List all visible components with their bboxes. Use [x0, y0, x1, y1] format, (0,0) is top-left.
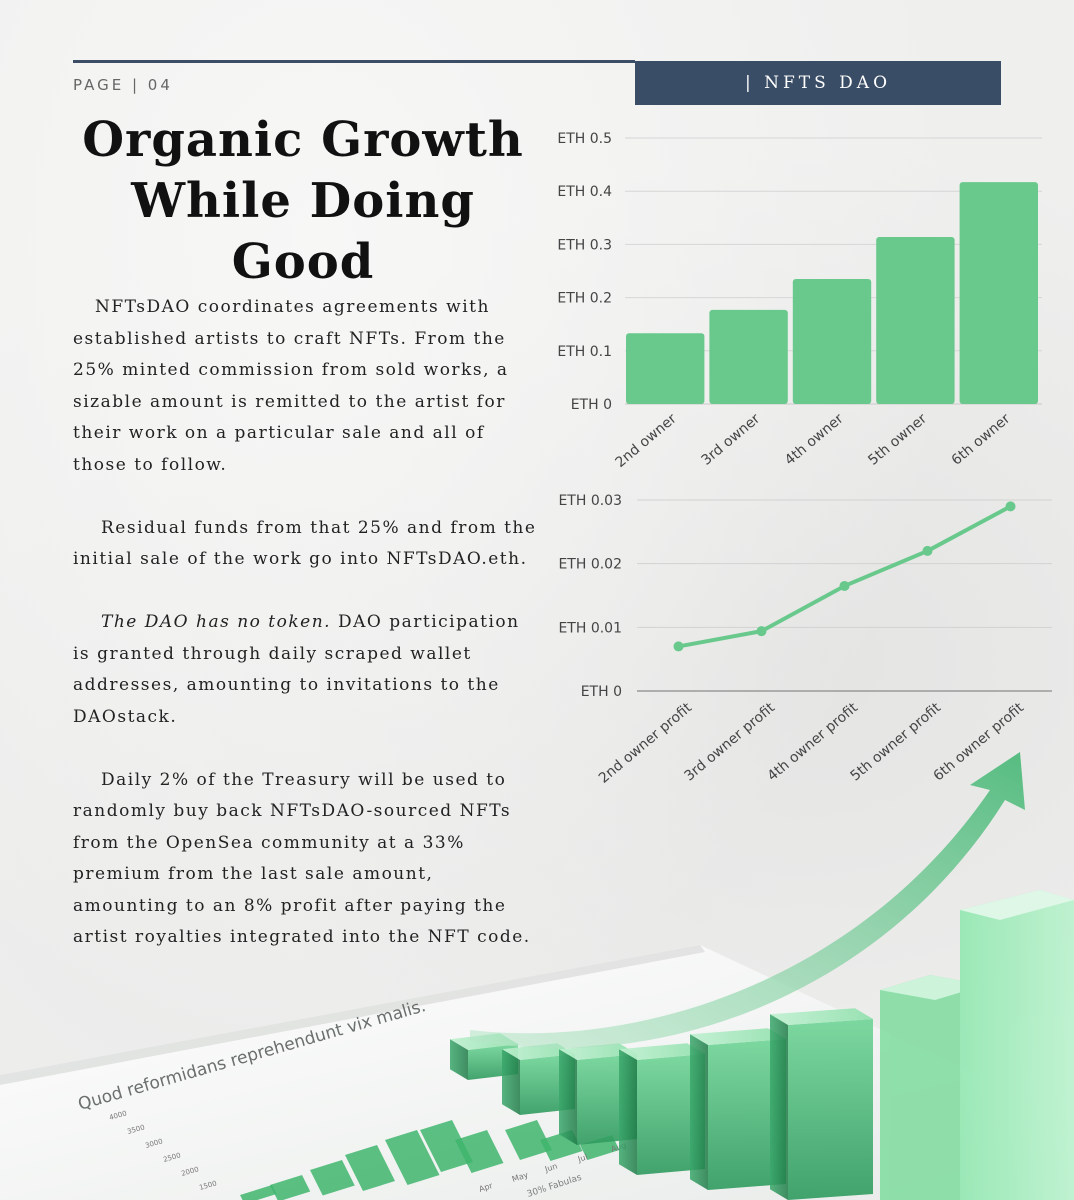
- bar-chart-bar: [626, 333, 705, 404]
- paper-x-label: May: [511, 1170, 530, 1184]
- paper-bar: [310, 1160, 355, 1196]
- 3d-bar-top: [690, 1028, 786, 1045]
- 3d-bar-top: [502, 1043, 575, 1060]
- bar-chart-bar: [709, 309, 788, 404]
- line-chart-y-tick: ETH 0.01: [558, 620, 622, 636]
- title-line-1: Organic Growth: [82, 112, 524, 168]
- brand-label: | NFTS DAO: [744, 73, 892, 93]
- paper-y-tick: 4000: [108, 1109, 127, 1122]
- owner-price-bar-chart: ETH 0 ETH 0.1 ETH 0.2 ETH 0.3 ETH 0.4 ETH 0.5…: [557, 131, 1042, 471]
- paper-bar: [455, 1130, 504, 1173]
- 3d-bar-front: [577, 1054, 637, 1145]
- paper-bar: [345, 1145, 395, 1191]
- 3d-bar-side: [502, 1049, 520, 1115]
- paper-x-labels: Apr May Jun Jul Aug: [478, 1141, 628, 1194]
- 3d-bar-front: [468, 1044, 518, 1080]
- 3d-bar-front: [708, 1039, 786, 1190]
- bar-chart-y-tick: ETH 0.2: [557, 291, 612, 307]
- title-line-3: Good: [231, 234, 375, 290]
- 3d-bar-front: [637, 1054, 705, 1175]
- brand-banner: | NFTS DAO: [635, 61, 1001, 105]
- 3d-bar-front: [788, 1019, 873, 1200]
- bar-chart-y-tick: ETH 0.1: [557, 344, 612, 360]
- paragraph-no-token: The DAO has no token. DAO participation …: [73, 607, 543, 733]
- paper-bar: [385, 1130, 440, 1185]
- paper-y-tick: 2500: [162, 1151, 181, 1164]
- 3d-bar-top: [770, 1008, 873, 1025]
- 3d-bar-side: [450, 1039, 468, 1080]
- bar-chart-x-label: 2nd owner: [613, 411, 680, 471]
- line-chart-series: [676, 504, 1013, 649]
- line-chart-x-label: 6th owner profit: [930, 699, 1027, 784]
- paper-x-label: Jul: [576, 1152, 589, 1164]
- paragraph-residual-funds: Residual funds from that 25% and from th…: [73, 517, 537, 570]
- paper-bar: [505, 1120, 552, 1160]
- paper-y-tick: 3000: [144, 1137, 163, 1150]
- paper-x-label: Aug: [610, 1141, 628, 1154]
- line-chart-point: [1005, 501, 1016, 512]
- bar-chart-y-tick: ETH 0.3: [557, 237, 612, 253]
- owner-profit-line-chart: ETH 0 ETH 0.01 ETH 0.02 ETH 0.03 2nd owner p…: [558, 493, 1052, 787]
- line-chart-y-tick: ETH 0: [581, 684, 622, 700]
- bar-chart-y-tick: ETH 0: [571, 397, 612, 413]
- line-chart-point: [673, 641, 684, 652]
- title-line-2: While Doing: [131, 173, 475, 229]
- paragraph-commission: NFTsDAO coordinates agreements with esta…: [73, 297, 509, 475]
- 3d-bar-side: [770, 1014, 788, 1200]
- paper-bar: [580, 1135, 620, 1160]
- paper-x-label: Apr: [478, 1181, 495, 1194]
- 3d-bar-side: [619, 1049, 637, 1175]
- paper-x-label: Jun: [543, 1161, 559, 1174]
- 3d-bar-top: [559, 1043, 637, 1060]
- line-chart-y-tick: ETH 0.02: [558, 557, 622, 573]
- top-rule: [73, 60, 635, 63]
- paper-bar: [240, 1185, 277, 1200]
- paper-bar: [420, 1120, 473, 1172]
- bar-chart-bar: [959, 182, 1038, 404]
- bar-chart-x-label: 6th owner: [949, 411, 1014, 469]
- paragraph-treasury: Daily 2% of the Treasury will be used to…: [73, 769, 531, 948]
- line-chart-point: [756, 626, 767, 637]
- paper-bar: [540, 1130, 583, 1161]
- line-chart-y-tick: ETH 0.03: [558, 493, 622, 509]
- bar-chart-x-label: 4th owner: [782, 411, 847, 469]
- bar-chart-x-label: 3rd owner: [698, 411, 763, 469]
- paper-y-tick: 1500: [198, 1179, 217, 1192]
- 3d-bar-side: [559, 1049, 577, 1145]
- bar-chart-x-label: 5th owner: [865, 411, 930, 469]
- paper-bars: [240, 1120, 620, 1200]
- 3d-bar-front: [520, 1054, 575, 1115]
- paper-bar: [270, 1175, 311, 1200]
- 3d-bars: [450, 1008, 873, 1200]
- line-chart-x-label: 2nd owner profit: [596, 699, 696, 786]
- 3d-bar-side: [690, 1034, 708, 1190]
- no-token-text: DAO participation is granted through dai…: [73, 612, 520, 727]
- bar-chart-bar: [792, 278, 872, 404]
- page-number-label: PAGE | 04: [73, 76, 173, 94]
- paper-y-tick: 3500: [126, 1123, 145, 1136]
- body-text: NFTsDAO coordinates agreements with esta…: [73, 292, 543, 985]
- bar-chart-y-tick: ETH 0.4: [557, 184, 612, 200]
- line-chart-point: [922, 545, 933, 556]
- 3d-bar-top: [450, 1033, 518, 1050]
- paper-title: Quod reformidans reprehendunt vix malis.: [76, 996, 428, 1115]
- bar-chart-y-tick: ETH 0.5: [557, 131, 612, 147]
- line-chart-point: [839, 580, 850, 591]
- foreground-bars: [880, 890, 1074, 1200]
- paper-footer: 30% Fabulas: [526, 1173, 583, 1200]
- paper-y-tick: 2000: [180, 1165, 199, 1178]
- no-token-emphasis: The DAO has no token.: [101, 612, 332, 632]
- 3d-bar-top: [619, 1043, 705, 1060]
- page-title: Organic Growth While Doing Good: [73, 110, 533, 293]
- bar-chart-bar: [876, 236, 955, 404]
